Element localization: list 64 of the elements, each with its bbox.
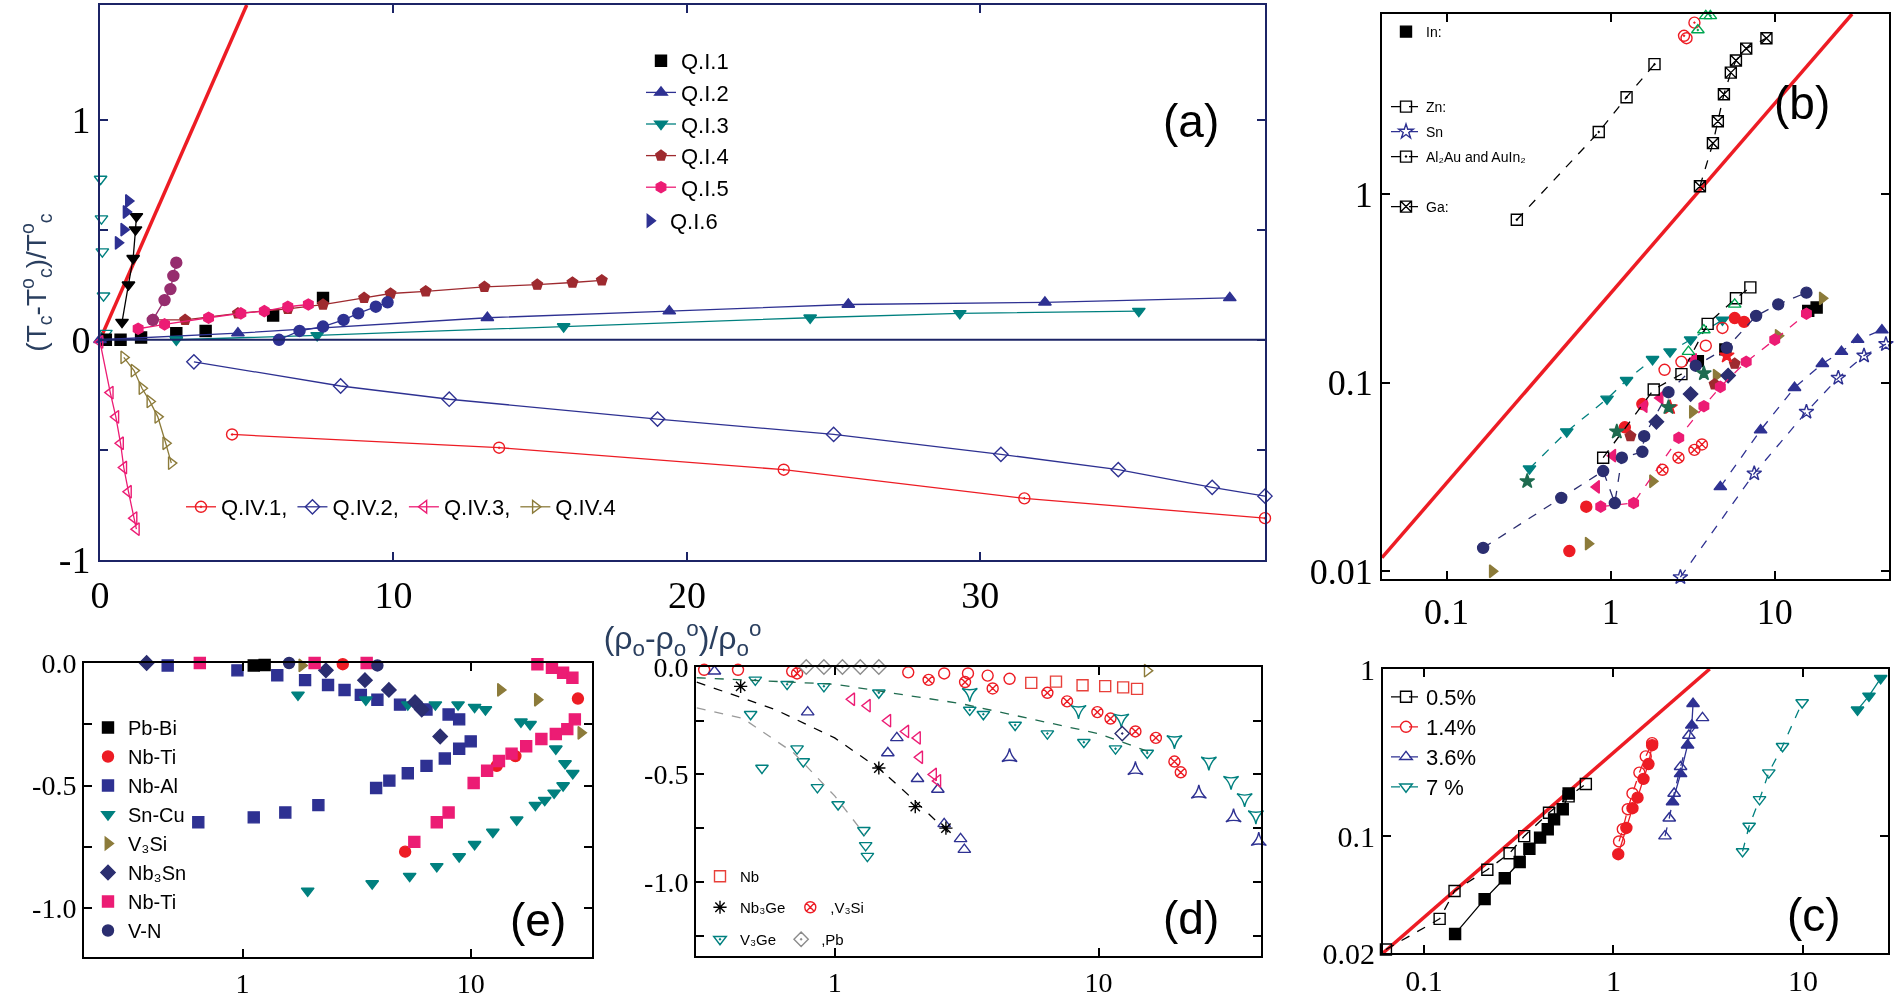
y-tick-label: -1.0 [32,892,77,924]
legend-label: V-N [128,920,162,943]
legend-label: Nb-Al [128,775,179,798]
legend-label: V₃Ge [740,931,777,949]
legend-label: Q.I.2 [681,80,729,106]
x-tick-label: 1 [235,967,250,996]
y-tick-label: 0.1 [1327,363,1373,404]
x-tick-label: 0.1 [1424,592,1470,633]
x-tick-label: 10 [374,573,413,616]
legend-label: Nb-Ti [128,891,177,914]
legend-label: 7 % [1426,775,1464,801]
legend-label: Q.I.5 [681,175,729,201]
annotation: (d) [1163,892,1220,944]
legend-label: Al₂Au and AuIn₂ [1426,149,1526,166]
x-tick-label: 10 [1787,964,1818,996]
x-tick-label: 0.1 [1405,964,1443,996]
x-tick-label: 10 [456,967,485,996]
legend-label: 0.5% [1426,685,1477,711]
x-tick-label: 20 [667,573,706,616]
y-tick-label: 0.1 [1337,819,1375,853]
legend-label: Q.I.4 [681,144,729,170]
x-tick-label: 10 [1756,592,1793,633]
legend-label: Sn-Cu [128,804,185,827]
legend-label: Q.IV.4 [555,495,616,521]
x-tick-label: 1 [827,966,842,996]
y-tick-label: 1 [71,98,91,141]
annotation: (a) [1163,95,1220,147]
y-tick-label: 0.02 [1322,936,1375,970]
legend-label: Ga: [1426,199,1449,216]
legend-label: ,V₃Si [830,899,864,917]
annotation: (b) [1774,77,1831,129]
annotation: (e) [510,894,567,946]
legend-label: ,Pb [821,931,844,949]
y-tick-label: -1 [58,539,91,582]
x-tick-label: 1 [1601,592,1620,633]
legend-label: Nb₃Ge [740,899,786,917]
legend-label: 3.6% [1426,745,1477,771]
legend-label: Q.IV.1, [221,495,288,521]
legend-label: Q.IV.2, [332,495,399,521]
x-tick-label: 10 [1084,966,1113,996]
y-tick-label: 0.01 [1309,551,1373,592]
y-tick-label: -1.0 [644,866,689,898]
legend-label: Pb-Bi [128,717,177,740]
y-tick-label: 0.0 [41,647,77,679]
legend-label: Nb-Ti [128,746,177,769]
y-tick-label: -0.5 [32,770,77,802]
legend-label: Zn: [1426,99,1447,116]
y-tick-label: -0.5 [644,759,689,791]
legend-label: Q.I.6 [670,209,718,235]
legend-label: V₃Si [128,833,168,856]
legend-label: Q.I.1 [681,49,729,75]
legend-label: Sn [1426,124,1444,141]
legend-label: Q.I.3 [681,112,729,138]
y-tick-label: 1 [1360,652,1375,686]
legend-label: Q.IV.3, [443,495,511,521]
legend-label: Nb₃Sn [128,862,187,885]
y-tick-label: 0 [71,319,91,362]
legend-label: Nb [740,868,760,886]
annotation: (c) [1787,889,1841,941]
x-tick-label: 1 [1605,964,1621,996]
legend-label: 1.4% [1426,715,1477,741]
legend-label: In: [1426,24,1442,41]
y-tick-label: 1 [1354,174,1373,215]
x-tick-label: 30 [961,573,1000,616]
